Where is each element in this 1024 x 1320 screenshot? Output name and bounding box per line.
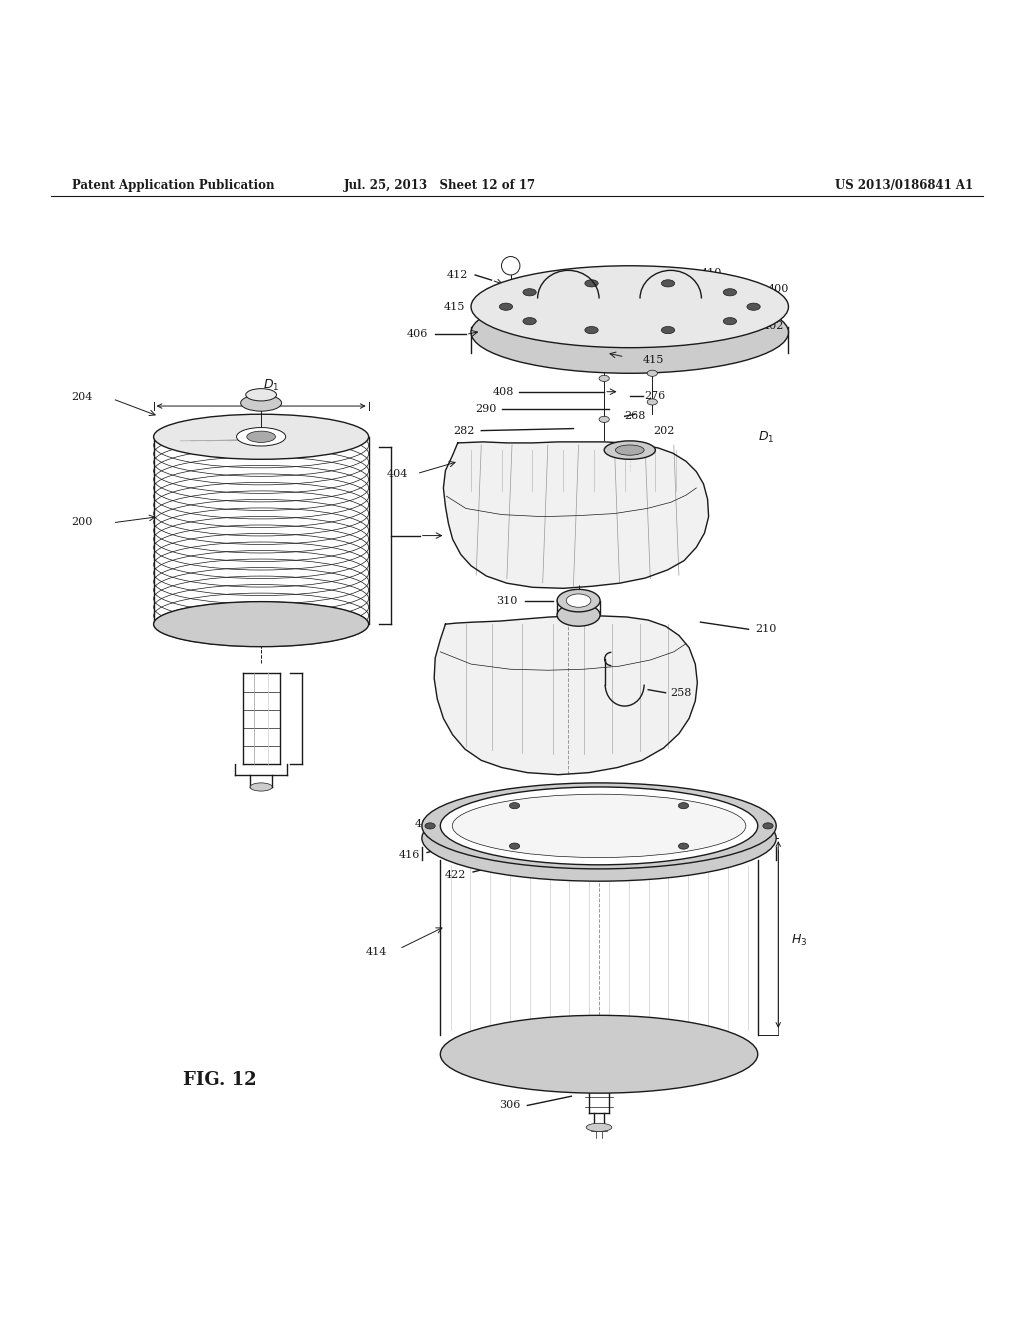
Text: 204: 204 xyxy=(72,392,92,401)
Ellipse shape xyxy=(453,795,745,858)
Ellipse shape xyxy=(678,803,688,809)
Ellipse shape xyxy=(523,289,537,296)
Ellipse shape xyxy=(500,304,513,310)
Ellipse shape xyxy=(440,787,758,865)
Text: Patent Application Publication: Patent Application Publication xyxy=(72,180,274,193)
Ellipse shape xyxy=(154,414,369,459)
Text: 426: 426 xyxy=(640,814,660,825)
Text: 410: 410 xyxy=(701,268,722,279)
Ellipse shape xyxy=(502,256,520,275)
Text: 420: 420 xyxy=(445,1057,466,1068)
Ellipse shape xyxy=(523,318,537,325)
Text: 200: 200 xyxy=(72,516,92,527)
Ellipse shape xyxy=(154,602,369,647)
Ellipse shape xyxy=(247,432,275,442)
Text: US 2013/0186841 A1: US 2013/0186841 A1 xyxy=(835,180,973,193)
Text: 408: 408 xyxy=(494,387,514,397)
Text: 415: 415 xyxy=(444,302,465,312)
Text: FIG. 12: FIG. 12 xyxy=(183,1071,257,1089)
Ellipse shape xyxy=(678,843,688,849)
Text: 306: 306 xyxy=(500,1101,520,1110)
Ellipse shape xyxy=(557,603,600,626)
Text: $H_3$: $H_3$ xyxy=(791,932,807,948)
Ellipse shape xyxy=(599,375,609,381)
Text: 202: 202 xyxy=(653,425,674,436)
Ellipse shape xyxy=(425,822,435,829)
Text: 406: 406 xyxy=(408,330,428,339)
Ellipse shape xyxy=(585,280,598,286)
Ellipse shape xyxy=(746,304,760,310)
Ellipse shape xyxy=(509,803,519,809)
Ellipse shape xyxy=(586,1123,611,1131)
Ellipse shape xyxy=(246,388,276,401)
Ellipse shape xyxy=(604,441,655,459)
Text: 418: 418 xyxy=(415,818,435,829)
Text: 290: 290 xyxy=(476,404,497,414)
Polygon shape xyxy=(443,442,709,589)
Ellipse shape xyxy=(647,370,657,376)
Text: 402: 402 xyxy=(763,321,783,331)
Ellipse shape xyxy=(662,326,675,334)
Ellipse shape xyxy=(237,428,286,446)
Text: 415: 415 xyxy=(643,355,664,364)
Ellipse shape xyxy=(763,822,773,829)
Polygon shape xyxy=(434,616,697,775)
Ellipse shape xyxy=(585,326,598,334)
Text: 404: 404 xyxy=(387,469,408,479)
Text: $D_1$: $D_1$ xyxy=(758,430,774,445)
Text: 424: 424 xyxy=(748,825,768,836)
Ellipse shape xyxy=(471,292,788,374)
Text: 412: 412 xyxy=(447,271,468,280)
Ellipse shape xyxy=(250,783,272,791)
Ellipse shape xyxy=(647,399,657,405)
Text: 210: 210 xyxy=(756,624,776,635)
Text: 416: 416 xyxy=(399,850,420,859)
Text: 310: 310 xyxy=(497,595,517,606)
Text: $D_1$: $D_1$ xyxy=(263,378,280,393)
Text: 400: 400 xyxy=(768,284,788,294)
Text: 258: 258 xyxy=(671,688,691,698)
Ellipse shape xyxy=(422,795,776,882)
Ellipse shape xyxy=(566,594,591,607)
Ellipse shape xyxy=(241,395,282,411)
Text: $D_3$: $D_3$ xyxy=(570,834,587,849)
Ellipse shape xyxy=(422,783,776,869)
Ellipse shape xyxy=(599,416,609,422)
Ellipse shape xyxy=(471,265,788,347)
Text: 414: 414 xyxy=(367,946,387,957)
Ellipse shape xyxy=(440,1015,758,1093)
Text: 422: 422 xyxy=(445,870,466,880)
Text: Jul. 25, 2013   Sheet 12 of 17: Jul. 25, 2013 Sheet 12 of 17 xyxy=(344,180,537,193)
Ellipse shape xyxy=(615,445,644,455)
Text: 276: 276 xyxy=(645,391,666,401)
Ellipse shape xyxy=(557,589,600,612)
Ellipse shape xyxy=(723,318,736,325)
Ellipse shape xyxy=(723,289,736,296)
Text: 268: 268 xyxy=(625,412,645,421)
Ellipse shape xyxy=(509,843,519,849)
Text: 282: 282 xyxy=(454,425,474,436)
Ellipse shape xyxy=(662,280,675,286)
